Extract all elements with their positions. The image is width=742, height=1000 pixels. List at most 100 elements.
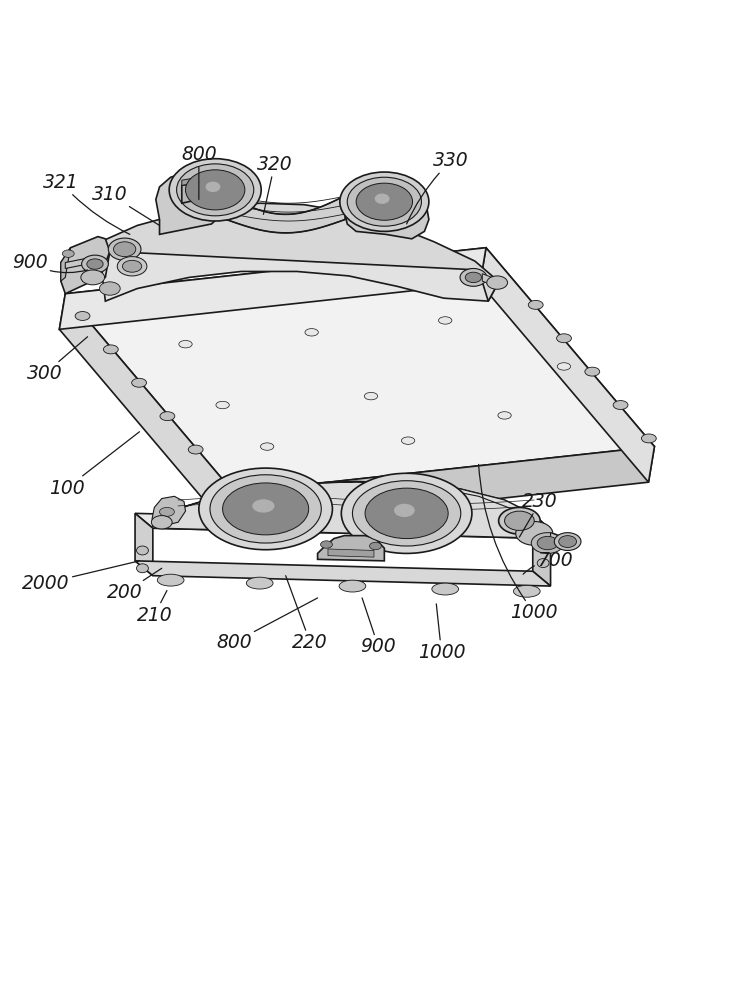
Polygon shape — [135, 561, 551, 586]
Ellipse shape — [321, 541, 332, 548]
Ellipse shape — [531, 533, 564, 553]
Polygon shape — [59, 248, 486, 329]
Ellipse shape — [641, 434, 656, 443]
Text: 230: 230 — [519, 492, 558, 537]
Text: 100: 100 — [49, 432, 139, 498]
Ellipse shape — [305, 329, 318, 336]
Ellipse shape — [370, 542, 381, 550]
Text: 1000: 1000 — [418, 604, 465, 662]
Polygon shape — [482, 274, 496, 286]
Polygon shape — [61, 248, 70, 281]
Ellipse shape — [394, 504, 415, 517]
Text: 800: 800 — [216, 598, 318, 652]
Ellipse shape — [216, 401, 229, 409]
Polygon shape — [135, 513, 551, 539]
Ellipse shape — [432, 583, 459, 595]
Text: 2000: 2000 — [22, 561, 139, 593]
Ellipse shape — [82, 255, 108, 273]
Ellipse shape — [210, 475, 321, 543]
Text: 700: 700 — [523, 551, 573, 574]
Polygon shape — [318, 536, 384, 561]
Ellipse shape — [186, 170, 245, 210]
Ellipse shape — [151, 516, 172, 529]
Ellipse shape — [347, 177, 421, 226]
Text: 300: 300 — [27, 337, 88, 383]
Polygon shape — [533, 524, 551, 586]
Polygon shape — [328, 549, 374, 557]
Text: 900: 900 — [12, 253, 88, 273]
Polygon shape — [551, 533, 565, 545]
Ellipse shape — [364, 392, 378, 400]
Ellipse shape — [559, 536, 577, 547]
Ellipse shape — [499, 507, 540, 534]
Ellipse shape — [81, 270, 105, 285]
Polygon shape — [65, 248, 654, 493]
Text: 321: 321 — [43, 173, 130, 234]
Ellipse shape — [114, 242, 136, 257]
Polygon shape — [153, 481, 551, 539]
Polygon shape — [228, 447, 654, 528]
Polygon shape — [152, 496, 186, 528]
Ellipse shape — [75, 312, 90, 320]
Ellipse shape — [223, 483, 309, 535]
Ellipse shape — [99, 282, 120, 295]
Ellipse shape — [460, 268, 487, 286]
Ellipse shape — [199, 468, 332, 550]
Polygon shape — [102, 220, 497, 301]
Ellipse shape — [169, 159, 261, 221]
Ellipse shape — [160, 507, 174, 516]
Text: 200: 200 — [107, 568, 162, 602]
Polygon shape — [226, 196, 345, 233]
Polygon shape — [182, 182, 199, 203]
Ellipse shape — [137, 546, 148, 555]
Ellipse shape — [516, 522, 553, 545]
Ellipse shape — [62, 250, 74, 257]
Ellipse shape — [585, 367, 600, 376]
Ellipse shape — [375, 194, 390, 204]
Ellipse shape — [465, 272, 482, 283]
Ellipse shape — [157, 574, 184, 586]
Text: 1000: 1000 — [479, 464, 558, 622]
Ellipse shape — [312, 249, 326, 258]
Ellipse shape — [131, 378, 146, 387]
Text: 800: 800 — [181, 145, 217, 199]
Text: 900: 900 — [361, 598, 396, 656]
Ellipse shape — [416, 240, 430, 249]
Polygon shape — [59, 294, 234, 528]
Ellipse shape — [108, 238, 141, 260]
Polygon shape — [480, 248, 654, 482]
Ellipse shape — [179, 340, 192, 348]
Text: 330: 330 — [407, 151, 469, 224]
Ellipse shape — [556, 334, 571, 343]
Text: 220: 220 — [286, 576, 328, 652]
Ellipse shape — [365, 488, 448, 539]
Ellipse shape — [439, 317, 452, 324]
Ellipse shape — [498, 412, 511, 419]
Ellipse shape — [401, 437, 415, 444]
Text: 210: 210 — [137, 591, 172, 625]
Polygon shape — [345, 190, 429, 239]
Ellipse shape — [554, 533, 581, 550]
Ellipse shape — [260, 443, 274, 450]
Ellipse shape — [340, 172, 429, 231]
Ellipse shape — [613, 401, 628, 409]
Ellipse shape — [217, 478, 232, 487]
Ellipse shape — [352, 481, 461, 546]
Ellipse shape — [528, 300, 543, 309]
Ellipse shape — [246, 577, 273, 589]
Polygon shape — [153, 481, 551, 530]
Ellipse shape — [177, 164, 254, 216]
Ellipse shape — [104, 267, 119, 276]
Ellipse shape — [513, 585, 540, 597]
Ellipse shape — [137, 564, 148, 573]
Ellipse shape — [341, 473, 472, 553]
Ellipse shape — [537, 559, 549, 568]
Ellipse shape — [122, 260, 142, 272]
Ellipse shape — [339, 580, 366, 592]
Text: 310: 310 — [92, 185, 160, 225]
Ellipse shape — [206, 182, 220, 192]
Ellipse shape — [505, 511, 534, 530]
Polygon shape — [61, 237, 110, 294]
Text: 320: 320 — [257, 155, 292, 214]
Ellipse shape — [160, 412, 175, 421]
